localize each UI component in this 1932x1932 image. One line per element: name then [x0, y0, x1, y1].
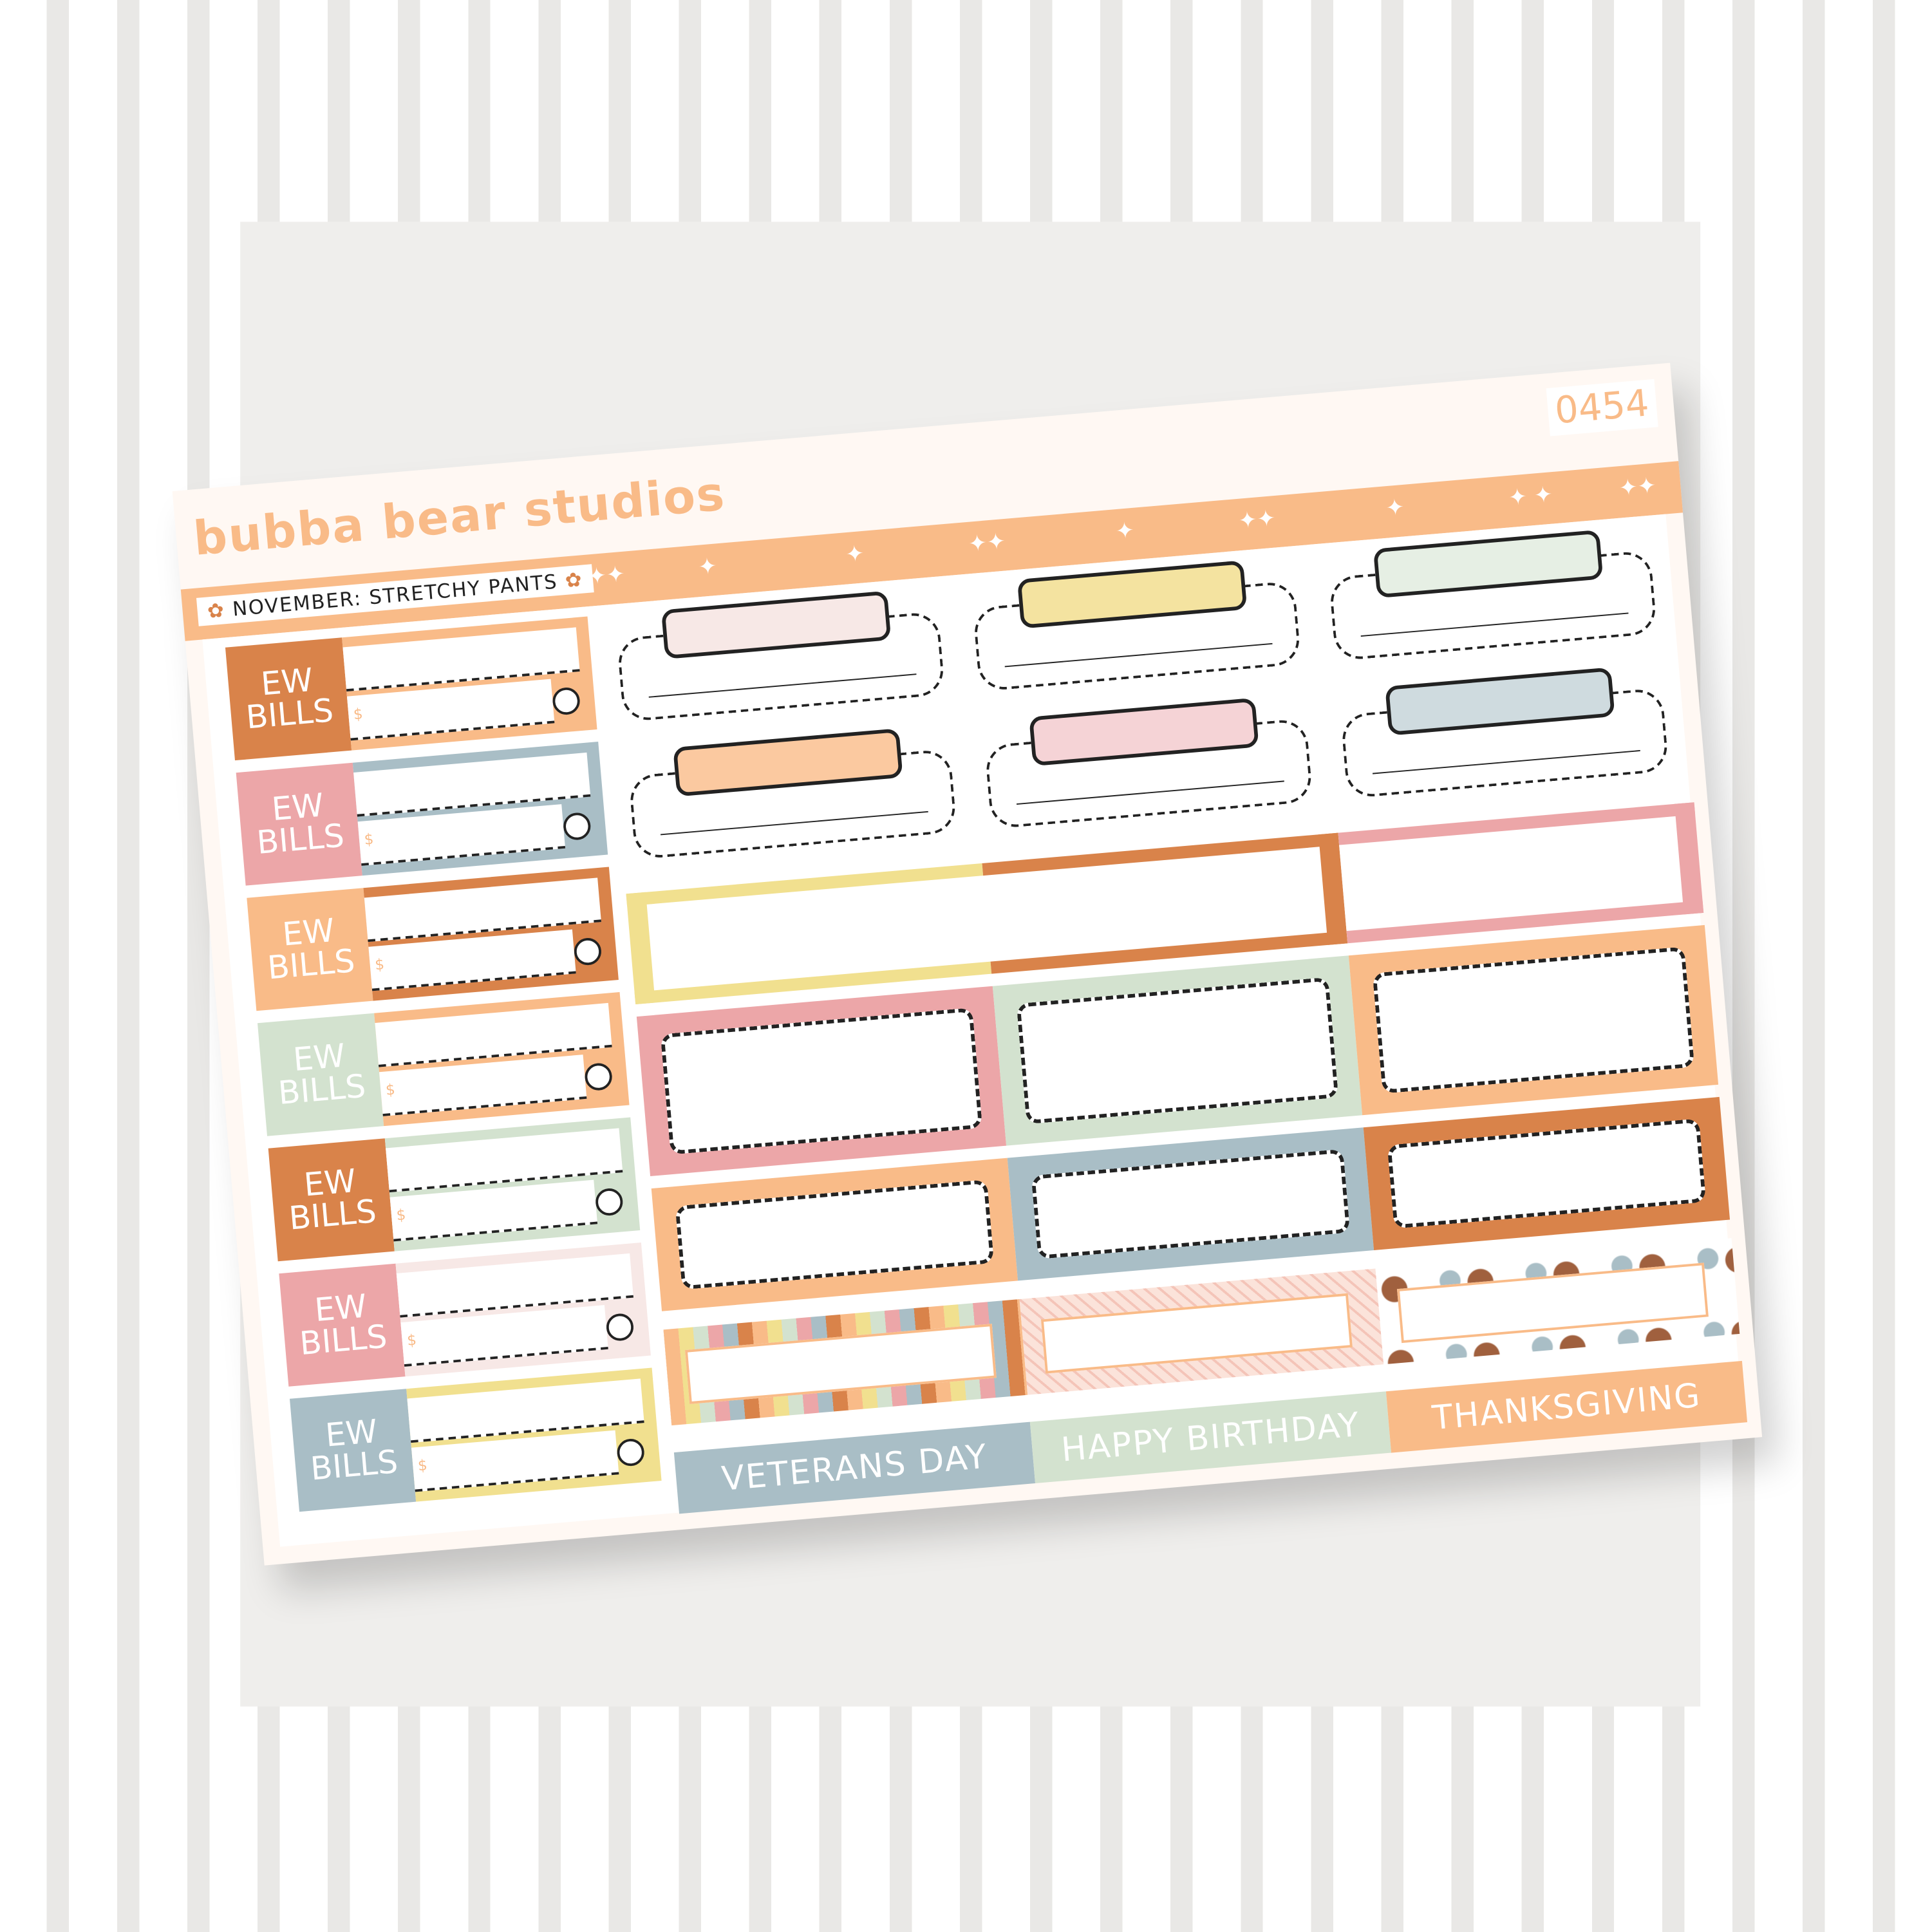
sparkle-icon: ✦ ✦ — [1507, 482, 1554, 512]
box-sticker[interactable] — [651, 1158, 1018, 1311]
checkbox-circle-icon[interactable] — [562, 811, 592, 841]
tab-sticker[interactable] — [970, 556, 1302, 692]
bills-label: EW BILLS — [247, 888, 373, 1011]
dollar-sign: $ — [352, 705, 364, 724]
banner-sticker[interactable] — [1338, 802, 1704, 944]
bills-frame: $ — [374, 992, 630, 1127]
tab-sticker[interactable] — [1326, 525, 1658, 661]
tab-sticker[interactable] — [626, 724, 957, 860]
bills-frame: $ — [352, 742, 608, 876]
bills-label: EW BILLS — [289, 1389, 417, 1512]
box-sticker[interactable] — [992, 955, 1363, 1146]
dashed-write-area — [1016, 977, 1339, 1125]
checkbox-circle-icon[interactable] — [605, 1312, 635, 1342]
box-sticker[interactable] — [1348, 924, 1719, 1116]
banner-sticker[interactable] — [626, 863, 992, 1005]
dollar-sign: $ — [363, 830, 375, 849]
sticker-area: EW BILLS $ EW BILLS $ EW BILLS $ EW BILLS $ EW BILLS $… — [202, 514, 1748, 1547]
box-sticker[interactable] — [1363, 1096, 1730, 1250]
checkbox-circle-icon[interactable] — [573, 937, 603, 966]
dashed-write-area — [1031, 1149, 1351, 1259]
sparkle-icon: ✦✦ — [1237, 505, 1277, 535]
ew-bills-sticker[interactable]: EW BILLS $ — [247, 867, 619, 1011]
sparkle-icon: ✦ — [1384, 494, 1406, 522]
dashed-write-area — [675, 1179, 995, 1290]
label-line: BILLS — [255, 818, 346, 863]
sheet-code: 0454 — [1545, 379, 1658, 436]
write-banner — [1040, 1293, 1353, 1374]
bills-frame: $ — [363, 867, 619, 1001]
flower-icon: ✿ — [556, 567, 584, 594]
dollar-sign: $ — [417, 1456, 428, 1475]
scallop-pattern-sticker[interactable] — [663, 1299, 1028, 1426]
write-banner — [1396, 1262, 1709, 1344]
checkbox-circle-icon[interactable] — [615, 1438, 646, 1467]
bills-frame: $ — [342, 616, 597, 751]
bills-label: EW BILLS — [279, 1263, 406, 1387]
holiday-label[interactable]: Veterans Day — [673, 1421, 1036, 1514]
checkbox-circle-icon[interactable] — [551, 686, 581, 716]
dashed-write-area — [1387, 1118, 1707, 1229]
bills-frame: $ — [384, 1117, 641, 1252]
ew-bills-sticker[interactable]: EW BILLS $ — [279, 1243, 651, 1387]
dollar-sign: $ — [406, 1331, 418, 1349]
dollar-sign: $ — [384, 1080, 396, 1099]
bills-label: EW BILLS — [225, 637, 352, 761]
checkbox-circle-icon[interactable] — [583, 1062, 614, 1092]
sparkle-icon: ✦ — [697, 553, 718, 581]
banner-sticker[interactable] — [982, 832, 1348, 974]
thanksgiving-food-pattern-sticker[interactable] — [1375, 1238, 1740, 1365]
box-sticker[interactable] — [1007, 1127, 1374, 1281]
label-line: BILLS — [245, 693, 335, 737]
holiday-label[interactable]: Happy Birthday — [1029, 1391, 1392, 1484]
dollar-sign: $ — [395, 1206, 407, 1224]
bills-frame: $ — [395, 1243, 651, 1377]
ew-bills-sticker[interactable]: EW BILLS $ — [225, 616, 597, 761]
ew-bills-sticker[interactable]: EW BILLS $ — [289, 1367, 662, 1512]
sparkle-icon: ✦✦ — [967, 529, 1007, 558]
tab-sticker[interactable] — [1338, 663, 1669, 799]
flower-icon: ✿ — [206, 597, 234, 623]
label-line: BILLS — [266, 943, 357, 988]
sticker-sheet: bubba bear studios 0454 ✿ November: Stre… — [172, 362, 1763, 1566]
bills-label: EW BILLS — [257, 1013, 384, 1136]
box-sticker[interactable] — [636, 986, 1007, 1177]
write-banner — [684, 1324, 997, 1404]
dashed-write-area — [660, 1008, 983, 1155]
label-line: BILLS — [309, 1444, 400, 1488]
checkbox-circle-icon[interactable] — [594, 1187, 624, 1217]
stripes-pattern-sticker[interactable] — [1019, 1268, 1384, 1395]
bills-label: EW BILLS — [268, 1138, 395, 1262]
dollar-sign: $ — [374, 955, 386, 974]
ew-bills-sticker[interactable]: EW BILLS $ — [257, 992, 630, 1136]
label-line: BILLS — [277, 1068, 368, 1113]
sparkle-icon: ✦✦ — [586, 561, 626, 590]
bills-label: EW BILLS — [236, 762, 362, 886]
bills-frame: $ — [406, 1367, 662, 1502]
label-line: BILLS — [287, 1194, 378, 1238]
sparkle-icon: ✦✦ — [1618, 473, 1658, 502]
sparkle-icon: ✦ — [844, 541, 866, 568]
holiday-label[interactable]: Thanksgiving — [1385, 1360, 1748, 1453]
tab-sticker[interactable] — [614, 586, 946, 722]
dashed-write-area — [1372, 946, 1695, 1094]
ew-bills-sticker[interactable]: EW BILLS $ — [236, 742, 608, 886]
tab-sticker[interactable] — [982, 693, 1313, 829]
ew-bills-sticker[interactable]: EW BILLS $ — [268, 1117, 641, 1262]
sparkle-icon: ✦ — [1114, 518, 1136, 545]
label-line: BILLS — [298, 1318, 389, 1364]
